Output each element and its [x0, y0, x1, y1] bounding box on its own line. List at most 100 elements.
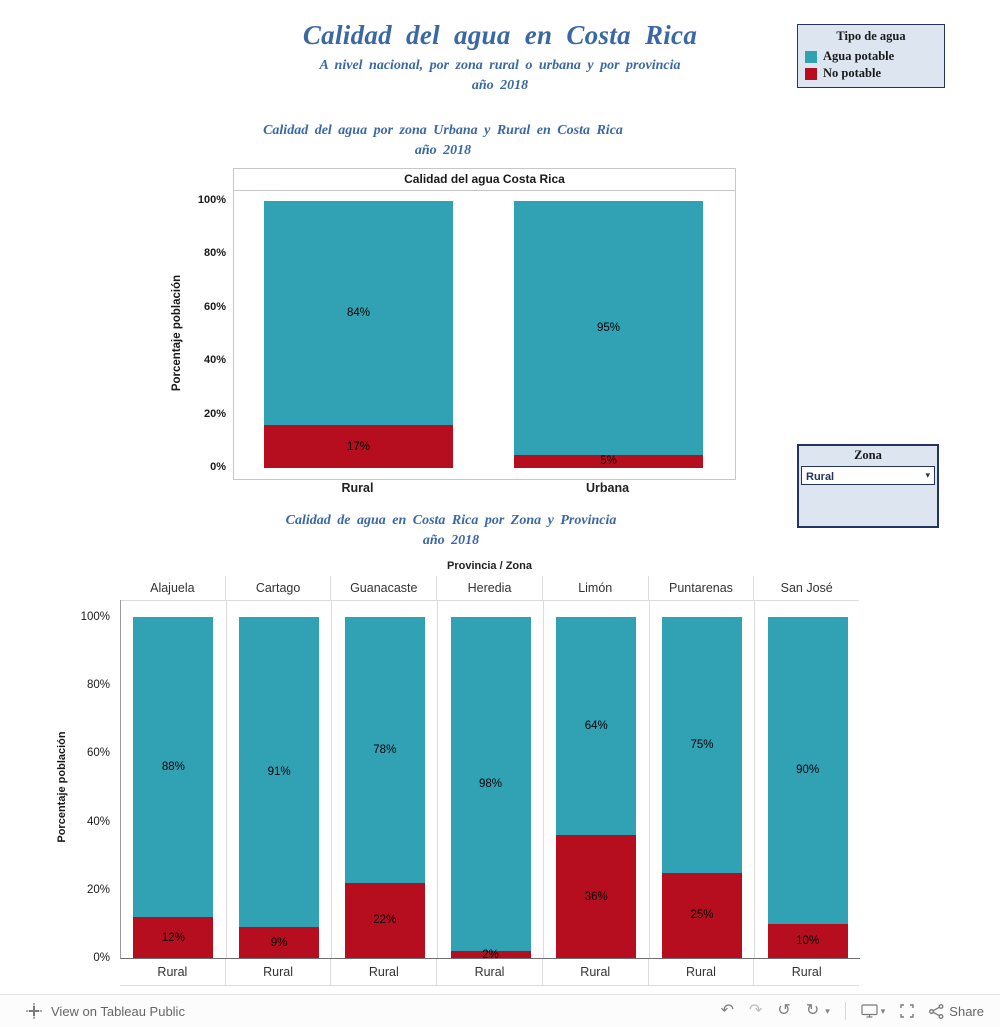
- y-axis-tick-label: 80%: [203, 247, 226, 260]
- agua-potable-segment[interactable]: 91%: [239, 617, 320, 928]
- chart2-bar-0: 88% 12%: [133, 617, 214, 958]
- revert-icon[interactable]: ↺: [777, 1002, 791, 1019]
- no-potable-segment[interactable]: 5%: [514, 454, 703, 468]
- view-on-tableau-public-link[interactable]: View on Tableau Public: [26, 1003, 185, 1019]
- undo-icon[interactable]: ↶: [720, 1002, 735, 1019]
- chart1-bars: 84% 17% 95% 5%: [234, 201, 735, 468]
- bar-value-label: 17%: [346, 440, 371, 453]
- y-axis-tick-label: 100%: [197, 194, 226, 206]
- bar-value-label: 64%: [584, 720, 608, 733]
- province-header-1: Cartago: [226, 576, 332, 600]
- share-label: Share: [949, 1003, 984, 1019]
- chart2-x-axis: Rural Rural Rural Rural Rural Rural Rural: [120, 959, 859, 986]
- agua-potable-segment[interactable]: 84%: [264, 201, 453, 426]
- page-subtitle: A nivel nacional, por zona rural o urban…: [0, 56, 1000, 97]
- redo-icon[interactable]: ↷: [749, 1002, 763, 1019]
- no-potable-segment[interactable]: 2%: [450, 948, 531, 961]
- chart2-bar-6: 90% 10%: [767, 617, 848, 958]
- chart2-title: Calidad de agua en Costa Rica por Zona y…: [141, 511, 761, 552]
- bar-value-label: 90%: [796, 764, 820, 777]
- no-potable-segment[interactable]: 25%: [661, 872, 742, 958]
- chart2-pane-5: 75% 25%: [650, 600, 756, 958]
- fullscreen-button[interactable]: [900, 1004, 914, 1018]
- y-axis-tick-label: 20%: [203, 407, 226, 420]
- legend-label-agua-potable: Agua potable: [823, 49, 895, 63]
- chart1-y-axis-title: Porcentaje población: [171, 274, 183, 392]
- chart2-y-axis: 0% 20% 40% 60% 80% 100%: [78, 611, 110, 964]
- province-header-3: Heredia: [437, 576, 543, 600]
- chart2-title-line2: año 2018: [422, 533, 480, 549]
- refresh-caret-icon[interactable]: ▾: [825, 1005, 830, 1016]
- legend-label-no-potable: No potable: [823, 66, 881, 80]
- device-caret-icon: ▾: [880, 1005, 886, 1016]
- y-axis-tick-label: 60%: [203, 300, 226, 313]
- agua-potable-segment[interactable]: 88%: [133, 617, 214, 918]
- chart2-bar-2: 78% 22%: [344, 617, 425, 958]
- toolbar-actions: ↶ ↷ ↺ ↻ ▾ ▾: [721, 1002, 984, 1020]
- tableau-logo-icon: [26, 1003, 42, 1019]
- agua-potable-segment[interactable]: 64%: [556, 617, 637, 836]
- chart2-pane-2: 78% 22%: [332, 600, 439, 958]
- chart2-bar-5: 75% 25%: [661, 617, 742, 958]
- chart1-bar-urbana: 95% 5%: [514, 201, 703, 468]
- color-legend: Tipo de agua Agua potable No potable: [797, 24, 945, 88]
- agua-potable-segment[interactable]: 75%: [661, 617, 742, 873]
- bar-value-label: 5%: [600, 455, 617, 468]
- no-potable-segment[interactable]: 17%: [264, 425, 453, 468]
- bar-value-label: 88%: [161, 761, 185, 774]
- y-axis-tick-label: 40%: [86, 815, 110, 828]
- bar-value-label: 25%: [690, 909, 714, 922]
- refresh-icon[interactable]: ↻: [805, 1002, 820, 1019]
- chart1-title-line2: año 2018: [414, 143, 472, 159]
- chart2-zone-label-4: Rural: [543, 959, 649, 985]
- chart1-x-axis: Rural Urbana: [0, 481, 1000, 497]
- chart2-pane-4: 64% 36%: [544, 600, 650, 958]
- province-header-5: Puntarenas: [649, 576, 755, 600]
- no-potable-segment[interactable]: 9%: [239, 927, 320, 958]
- chart2-zone-label-3: Rural: [437, 959, 543, 985]
- zona-filter-dropdown[interactable]: Rural ▾: [801, 466, 935, 485]
- y-axis-tick-label: 40%: [203, 354, 226, 367]
- agua-potable-segment[interactable]: 78%: [344, 617, 425, 883]
- chart2-bar-4: 64% 36%: [556, 617, 637, 958]
- chart2-pane-3: 98% 2%: [438, 600, 544, 961]
- bar-value-label: 98%: [479, 778, 503, 791]
- chart1-title: Calidad del agua por zona Urbana y Rural…: [133, 121, 753, 162]
- chart1-panel-title: Calidad del agua Costa Rica: [234, 169, 735, 191]
- agua-potable-segment[interactable]: 95%: [514, 201, 703, 455]
- y-axis-tick-label: 0%: [93, 952, 110, 964]
- tableau-toolbar: View on Tableau Public ↶ ↷ ↺ ↻ ▾ ▾: [0, 994, 1000, 1027]
- page-subtitle-line1: A nivel nacional, por zona rural o urban…: [319, 58, 681, 73]
- y-axis-tick-label: 20%: [86, 883, 110, 896]
- chart2-pane-0: 88% 12%: [121, 600, 227, 958]
- device-layout-button[interactable]: ▾: [861, 1004, 886, 1018]
- no-potable-segment[interactable]: 10%: [767, 923, 848, 958]
- bar-value-label: 36%: [584, 890, 608, 903]
- share-button[interactable]: Share: [929, 1004, 984, 1019]
- zona-filter-title: Zona: [854, 448, 882, 462]
- y-axis-tick-label: 80%: [86, 679, 110, 692]
- dropdown-caret-icon[interactable]: ▾: [925, 470, 930, 480]
- chart2-zone-label-1: Rural: [226, 959, 332, 985]
- chart1-title-line1: Calidad del agua por zona Urbana y Rural…: [263, 123, 623, 138]
- legend-item-no-potable[interactable]: No potable: [798, 64, 944, 81]
- chart1-plot-area: Calidad del agua Costa Rica 84% 17% 95% 5%: [233, 168, 736, 480]
- chart2-bar-3: 98% 2%: [450, 617, 531, 961]
- zona-filter-panel: Zona Rural ▾: [797, 444, 939, 528]
- bar-value-label: 2%: [482, 948, 499, 961]
- no-potable-segment[interactable]: 36%: [556, 835, 637, 958]
- no-potable-segment[interactable]: 12%: [133, 917, 214, 958]
- bar-value-label: 95%: [596, 321, 621, 334]
- chart2-title-line1: Calidad de agua en Costa Rica por Zona y…: [285, 513, 617, 528]
- bar-value-label: 78%: [373, 744, 397, 756]
- agua-potable-segment[interactable]: 90%: [767, 617, 848, 924]
- legend-item-agua-potable[interactable]: Agua potable: [798, 47, 944, 64]
- chart2-zone-label-5: Rural: [649, 959, 755, 985]
- chart2-pane-6: 90% 10%: [755, 600, 860, 958]
- province-header-4: Limón: [543, 576, 649, 600]
- chart2-province-headers: Alajuela Cartago Guanacaste Heredia Limón Pun…: [120, 576, 859, 601]
- no-potable-segment[interactable]: 22%: [344, 882, 425, 958]
- chart2-pane-1: 91% 9%: [227, 600, 333, 958]
- y-axis-tick-label: 60%: [86, 747, 110, 760]
- agua-potable-segment[interactable]: 98%: [450, 617, 531, 952]
